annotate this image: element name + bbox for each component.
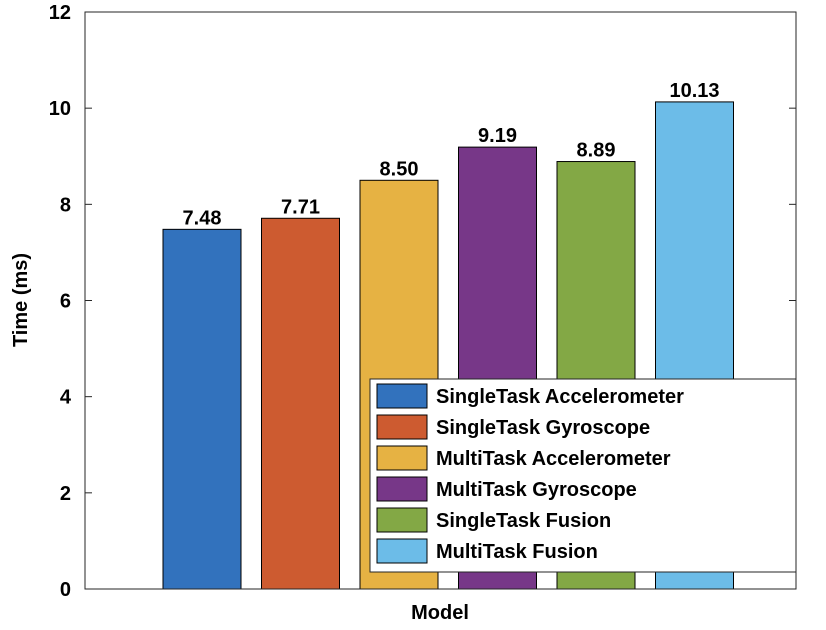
y-tick-label: 10 xyxy=(49,98,71,120)
y-tick-label: 12 xyxy=(49,2,71,24)
legend-label: MultiTask Fusion xyxy=(436,541,598,563)
y-tick-label: 6 xyxy=(60,291,71,313)
legend-label: SingleTask Accelerometer xyxy=(436,386,684,408)
x-axis-label: Model xyxy=(411,602,469,624)
y-tick-label: 8 xyxy=(60,194,71,216)
y-tick-label: 0 xyxy=(60,579,71,601)
legend-swatch xyxy=(376,445,428,471)
bar-value-label: 10.13 xyxy=(669,80,719,102)
bar-value-label: 8.89 xyxy=(577,140,616,162)
y-tick-label: 4 xyxy=(60,387,72,409)
bar-value-label: 9.19 xyxy=(478,125,517,147)
legend-swatch xyxy=(376,383,428,409)
legend-swatch xyxy=(376,414,428,440)
legend-label: SingleTask Fusion xyxy=(436,510,611,532)
bar-value-label: 8.50 xyxy=(380,158,419,180)
legend-label: SingleTask Gyroscope xyxy=(436,417,650,439)
y-axis-label: Time (ms) xyxy=(10,253,32,347)
bar xyxy=(261,217,340,590)
y-ticks: 0 2 4 6 8 10 12 xyxy=(49,2,796,601)
legend-label: MultiTask Gyroscope xyxy=(436,479,637,501)
legend-swatch xyxy=(376,476,428,502)
bar xyxy=(162,228,242,590)
bar-value-label: 7.48 xyxy=(183,207,222,229)
y-tick-label: 2 xyxy=(60,483,71,505)
legend-swatch xyxy=(376,538,428,564)
value-labels: 7.48 7.71 8.50 9.19 8.89 10.13 xyxy=(183,80,720,229)
legend-box xyxy=(369,378,797,573)
legend-swatch xyxy=(376,507,428,533)
bar-value-label: 7.71 xyxy=(281,196,320,218)
legend-label: MultiTask Accelerometer xyxy=(436,448,671,470)
legend: SingleTask Accelerometer SingleTask Gyros… xyxy=(369,378,797,573)
